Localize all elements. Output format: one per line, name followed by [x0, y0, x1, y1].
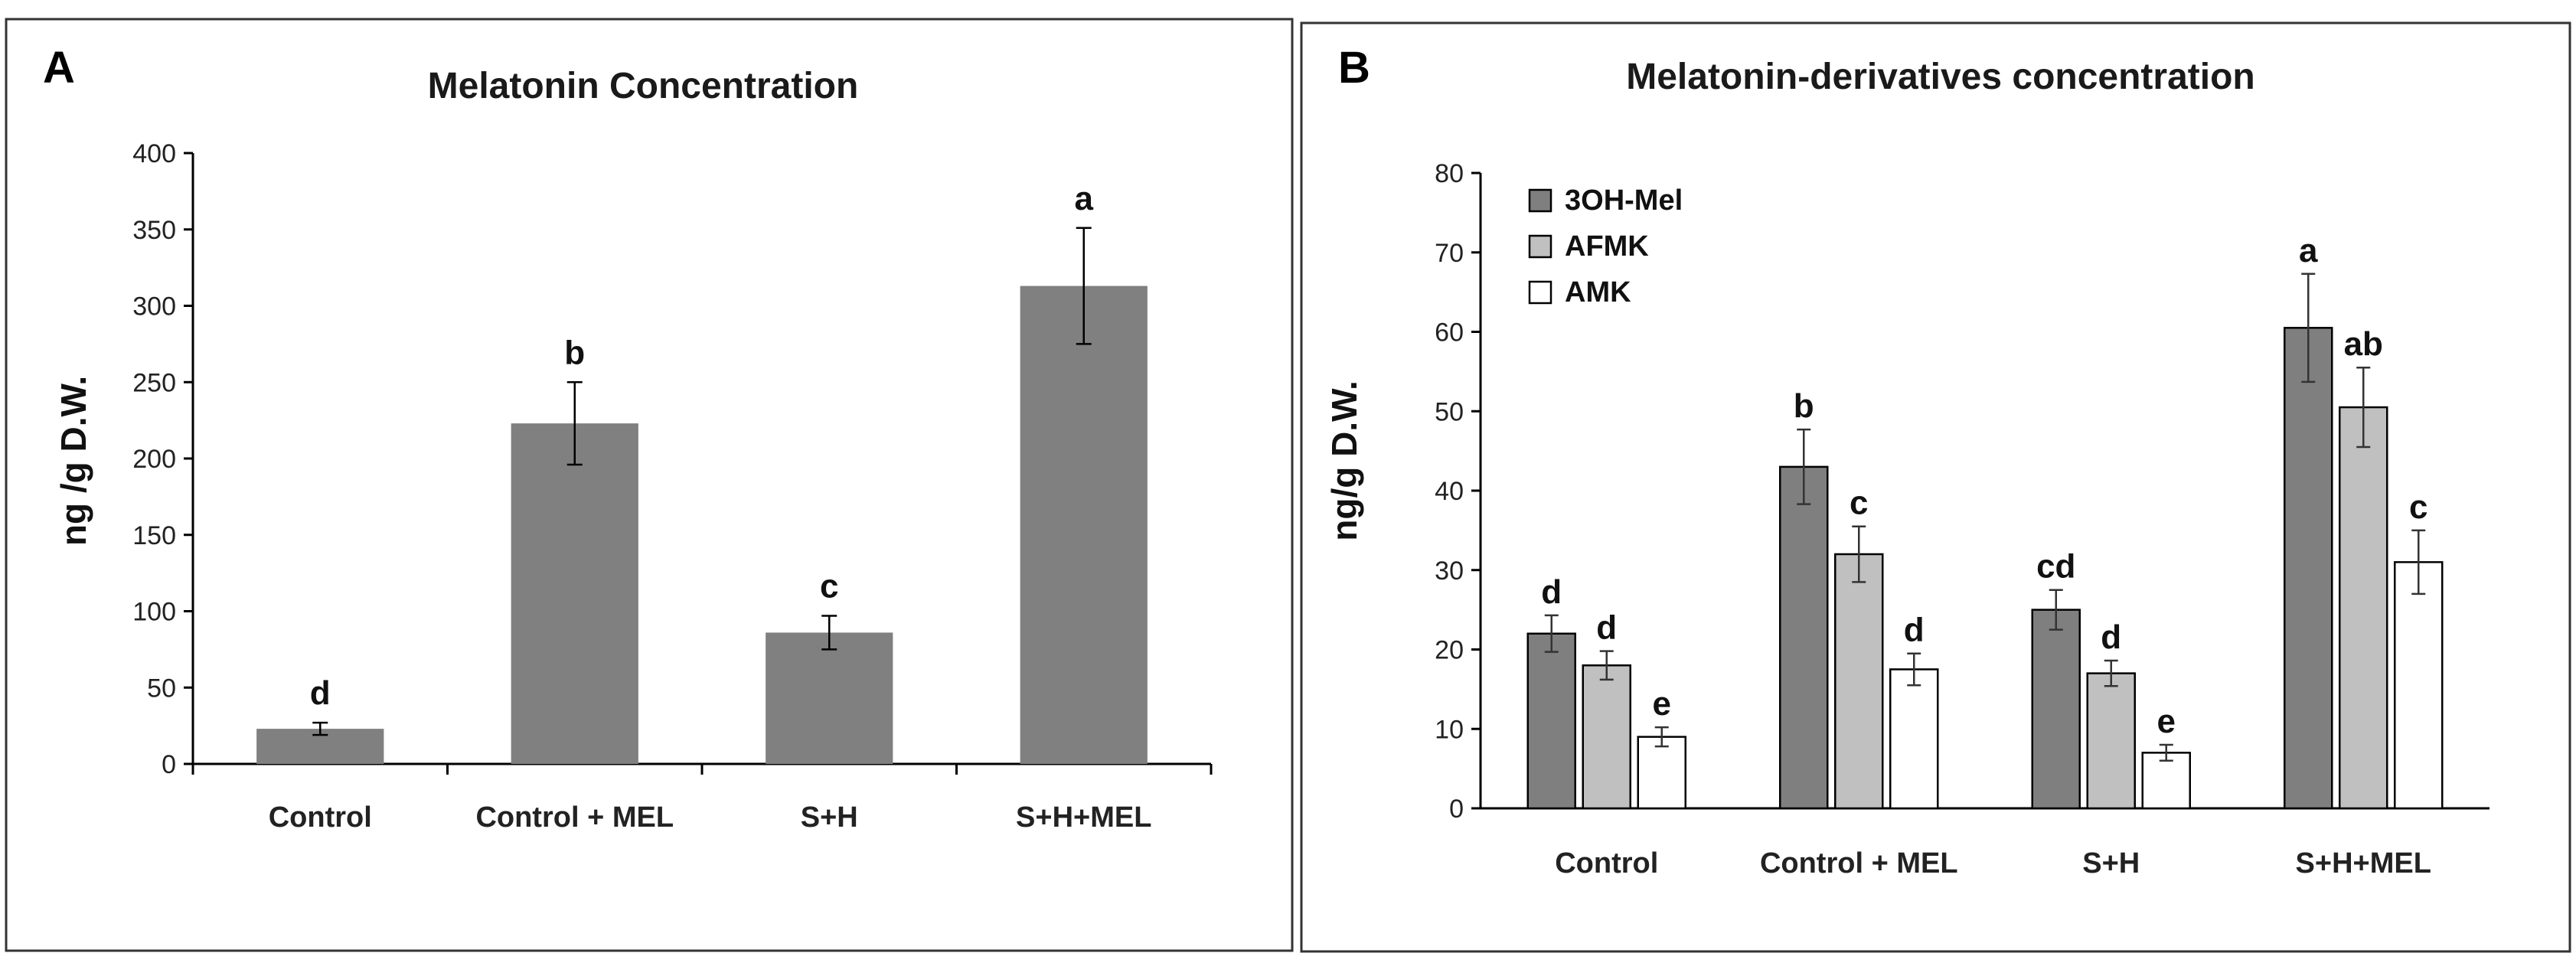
panel-b-significance-label: d [2101, 618, 2121, 656]
panel-b-letter: B [1338, 43, 1370, 93]
panel-b-significance-label: ab [2344, 325, 2383, 363]
panel-a-bar [766, 632, 893, 764]
panel-b-significance-label: c [2409, 488, 2427, 526]
panel-a-bar [511, 423, 638, 764]
panel-a: A Melatonin Concentration ng /g D.W. 0 50… [5, 18, 1294, 952]
panel-a-bar [1020, 286, 1148, 764]
panel-b-bar [1526, 632, 1576, 810]
panel-b-legend: 3OH-Mel AFMK AMK [1528, 184, 1683, 308]
panel-b-title: Melatonin-derivatives concentration [1626, 57, 2255, 97]
panel-a-y-tick-label: 100 [132, 598, 176, 627]
panel-b-y-tick-label: 50 [1435, 397, 1464, 426]
panel-b-significance-label: b [1794, 387, 1814, 425]
panel-b-legend-label: AFMK [1565, 230, 1649, 263]
panel-b-y-axis-label: ng/g D.W. [1324, 380, 1364, 541]
panel-b-bar [2086, 672, 2136, 810]
panel-b: B Melatonin-derivatives concentration ng… [1300, 21, 2571, 953]
panel-b-significance-label: cd [2036, 548, 2075, 586]
panel-a-title: Melatonin Concentration [428, 66, 859, 106]
panel-b-significance-label: d [1904, 612, 1925, 649]
panel-b-legend-label: AMK [1565, 276, 1631, 308]
panel-a-x-tick-label: Control [269, 801, 372, 834]
panel-b-bar [1582, 664, 1631, 810]
panel-b-y-tick-label: 40 [1435, 477, 1464, 506]
panel-b-bar [1834, 553, 1884, 810]
panel-b-y-tick-label: 20 [1435, 636, 1464, 665]
panel-a-y-tick-label: 300 [132, 292, 176, 321]
panel-a-significance-label: b [564, 334, 585, 371]
panel-b-bar [2284, 327, 2333, 810]
panel-b-significance-label: d [1596, 609, 1617, 647]
panel-b-x-tick-label: S+H+MEL [2296, 847, 2431, 880]
panel-a-significance-label: c [820, 567, 838, 605]
panel-b-y-tick-label: 10 [1435, 715, 1464, 744]
panel-a-y-tick-label: 200 [132, 445, 176, 474]
panel-b-bar [1779, 465, 1829, 810]
panel-b-bar [1889, 668, 1939, 810]
panel-b-bar [1637, 736, 1686, 810]
panel-a-significance-label: a [1075, 180, 1094, 217]
panel-b-y-tick-label: 60 [1435, 318, 1464, 348]
panel-b-legend-swatch [1528, 280, 1552, 305]
panel-a-x-tick-label: Control + MEL [475, 801, 674, 834]
panel-b-bar [2141, 752, 2191, 810]
panel-a-letter: A [43, 43, 75, 93]
panel-a-y-tick-label: 50 [147, 674, 176, 703]
panel-b-legend-swatch [1528, 188, 1552, 213]
panel-b-bar [2031, 609, 2081, 810]
panel-b-y-tick-label: 70 [1435, 239, 1464, 268]
panel-b-y-tick-label: 30 [1435, 556, 1464, 586]
panel-b-legend-label: 3OH-Mel [1565, 184, 1683, 217]
panel-a-y-axis-label: ng /g D.W. [54, 376, 93, 546]
panel-b-y-tick-label: 80 [1435, 159, 1464, 188]
panel-b-axes: 0 10 20 30 40 50 60 70 80 Control Control + MEL S+H… [1435, 159, 2489, 880]
panel-b-significance-label: e [1653, 685, 1671, 723]
panel-b-x-tick-label: S+H [2082, 847, 2140, 880]
panel-b-bar [2339, 406, 2388, 810]
panel-b-legend-swatch [1528, 234, 1552, 259]
panel-b-significance-label: d [1541, 573, 1562, 611]
panel-b-significance-label: c [1850, 485, 1868, 522]
panel-b-bar [2394, 561, 2444, 810]
panel-a-y-tick-label: 0 [162, 750, 176, 779]
panel-a-x-tick-label: S+H [801, 801, 858, 834]
panel-a-y-tick-label: 350 [132, 216, 176, 245]
panel-a-y-tick-label: 250 [132, 368, 176, 397]
panel-b-x-tick-label: Control + MEL [1760, 847, 1958, 880]
panel-a-significance-label: d [310, 674, 331, 712]
panel-a-x-tick-label: S+H+MEL [1016, 801, 1151, 834]
panel-b-y-tick-label: 0 [1449, 795, 1464, 824]
panel-b-significance-label: a [2299, 232, 2318, 269]
panel-a-y-tick-label: 400 [132, 139, 176, 168]
panel-a-y-tick-label: 150 [132, 521, 176, 550]
panel-a-bars: d b c a [256, 180, 1148, 764]
panel-b-x-tick-label: Control [1555, 847, 1658, 880]
panel-b-significance-label: e [2157, 703, 2176, 740]
